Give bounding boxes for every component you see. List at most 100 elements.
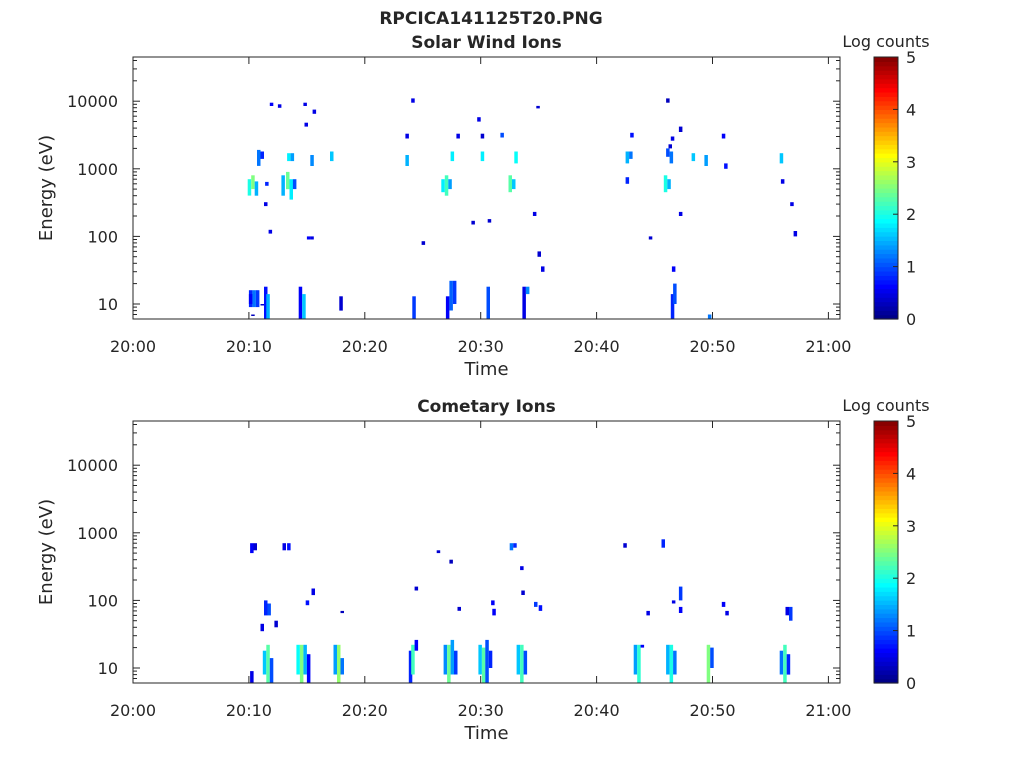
y-axis-label: Energy (eV) [36,499,57,605]
data-cell [340,658,344,675]
x-axis-label: Time [463,723,508,744]
data-cell [538,605,543,611]
data-cell [292,179,297,190]
colorbar-segment [874,218,898,224]
colorbar-segment [874,477,898,483]
data-cell [486,286,490,319]
colorbar-segment [874,78,898,84]
colorbar-segment [874,113,898,119]
data-cell [477,117,481,122]
data-cell [450,151,455,162]
colorbar-segment [874,305,898,311]
colorbar-segment [874,126,898,132]
colorbar-segment [874,486,898,492]
data-cell [290,153,295,162]
data-cell [298,286,303,319]
data-cell [421,241,426,245]
data-cell [452,280,457,304]
data-cell [310,236,314,240]
colorbar-segment [874,122,898,128]
colorbar-segment [874,188,898,193]
data-cell [260,151,264,159]
colorbar-segment [874,209,898,215]
colorbar-segment [874,578,898,584]
data-cell [666,644,670,675]
data-cell [537,251,541,257]
plot-area [133,57,840,319]
colorbar-segment [874,442,898,448]
data-cell [248,294,253,304]
data-cell [704,155,708,166]
data-cell [287,543,291,551]
colorbar-segment [874,183,898,189]
colorbar-tick-label: 1 [906,622,916,641]
x-tick-label: 20:50 [689,701,735,720]
data-cell [783,644,787,683]
colorbar-segment [874,455,898,461]
data-cell [534,601,538,607]
colorbar-segment [874,460,898,466]
colorbar-segment [874,648,898,654]
data-cell [302,294,306,319]
data-cell [411,644,415,675]
colorbar-segment [874,429,898,435]
data-cell [625,177,630,184]
y-tick-label: 10000 [67,456,118,475]
data-cell [629,151,633,159]
data-cell [541,266,545,272]
y-axis-label: Energy (eV) [36,135,57,241]
data-cell [485,639,489,683]
data-cell [339,296,343,311]
colorbar-segment [874,314,898,320]
data-cell [779,153,784,164]
colorbar-segment [874,595,898,601]
x-tick-label: 20:20 [342,337,388,356]
colorbar-segment [874,464,898,470]
colorbar-tick-label: 0 [906,674,916,693]
colorbar-segment [874,249,898,255]
y-tick-label: 1000 [77,524,118,543]
colorbar-segment [874,196,898,202]
colorbar-segment [874,547,898,553]
data-cell [274,620,278,628]
data-cell [267,603,271,616]
data-cell [481,647,486,683]
data-cell [669,644,674,683]
data-cell [661,539,665,548]
data-cell [521,590,525,595]
data-cell [625,151,630,164]
data-cell [260,304,264,306]
colorbar-segment [874,214,898,220]
colorbar-segment [874,170,898,176]
data-cell [411,98,415,103]
data-cell [785,606,789,616]
x-axis-label: Time [463,359,508,380]
data-cell [405,155,409,166]
colorbar-segment [874,560,898,566]
x-tick-label: 20:50 [689,337,735,356]
colorbar-segment [874,139,898,145]
data-cell [330,151,334,162]
axes-frame [132,56,841,320]
colorbar-title: Log counts [842,32,929,51]
colorbar-segment [874,262,898,268]
colorbar-segment [874,100,898,106]
data-cell [441,179,445,193]
colorbar-segment [874,495,898,501]
data-cell [710,647,714,668]
colorbar-segment [874,582,898,588]
colorbar-segment [874,521,898,527]
data-cell [646,610,650,616]
panel-title: Cometary Ions [417,397,556,417]
colorbar-segment [874,257,898,263]
colorbar-segment [874,613,898,619]
data-cell [500,132,504,138]
data-cell [492,608,496,616]
colorbar-tick-label: 1 [906,258,916,277]
data-cell [247,179,252,196]
colorbar-segment [874,626,898,632]
data-cell [337,644,341,683]
data-cell [264,286,268,319]
colorbar-tick-label: 5 [906,48,916,67]
